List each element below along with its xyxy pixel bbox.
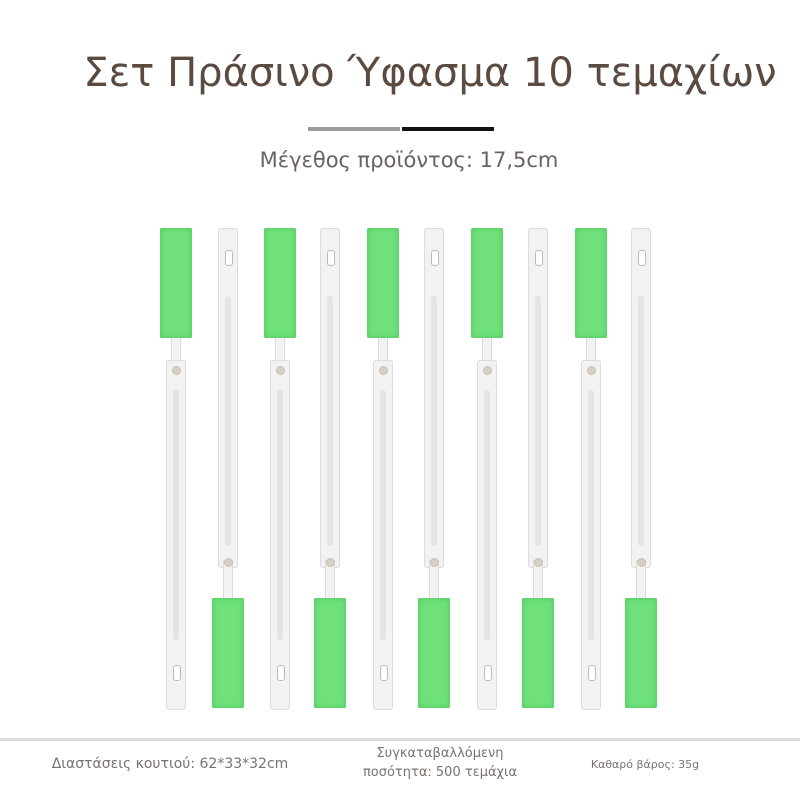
hanging-hole-icon: [638, 250, 646, 266]
stick-groove: [225, 296, 231, 546]
divider-gray: [308, 127, 400, 131]
hanging-hole-icon: [173, 665, 181, 681]
stick-groove: [173, 390, 179, 640]
stick-groove: [588, 390, 594, 640]
hanging-hole-icon: [484, 665, 492, 681]
green-sponge: [264, 228, 296, 338]
green-sponge: [522, 598, 554, 708]
stick-groove: [380, 390, 386, 640]
stick-groove: [277, 390, 283, 640]
box-size: Διαστάσεις κουτιού: 62*33*32cm: [51, 756, 289, 772]
stick-groove: [535, 296, 541, 546]
net-weight: Καθαρό βάρος: 35g: [590, 758, 700, 771]
hanging-hole-icon: [327, 250, 335, 266]
stick-groove: [431, 296, 437, 546]
divider-black: [402, 127, 494, 131]
rivet-icon: [483, 366, 492, 375]
hanging-hole-icon: [277, 665, 285, 681]
footer-divider: [0, 738, 800, 741]
rivet-icon: [172, 366, 181, 375]
hanging-hole-icon: [535, 250, 543, 266]
hanging-hole-icon: [225, 250, 233, 266]
rivet-icon: [430, 558, 439, 567]
hanging-hole-icon: [431, 250, 439, 266]
rivet-icon: [276, 366, 285, 375]
green-sponge: [575, 228, 607, 338]
rivet-icon: [587, 366, 596, 375]
green-sponge: [160, 228, 192, 338]
rivet-icon: [224, 558, 233, 567]
rivet-icon: [379, 366, 388, 375]
stick-groove: [484, 390, 490, 640]
green-sponge: [367, 228, 399, 338]
stick-groove: [327, 296, 333, 546]
green-sponge: [314, 598, 346, 708]
rivet-icon: [326, 558, 335, 567]
quantity-line1: Συγκαταβαλλόμενη: [376, 746, 504, 761]
rivet-icon: [637, 558, 646, 567]
rivet-icon: [534, 558, 543, 567]
stick-groove: [638, 296, 644, 546]
hanging-hole-icon: [588, 665, 596, 681]
quantity-line2: ποσότητα: 500 τεμάχια: [362, 765, 518, 780]
green-sponge: [471, 228, 503, 338]
hanging-hole-icon: [380, 665, 388, 681]
green-sponge: [625, 598, 657, 708]
green-sponge: [212, 598, 244, 708]
quantity: Συγκαταβαλλόμενη ποσότητα: 500 τεμάχια: [330, 744, 550, 782]
product-size: Μέγεθος προϊόντος: 17,5cm: [259, 148, 559, 172]
green-sponge: [418, 598, 450, 708]
page-title: Σετ Πράσινο Ύφασμα 10 τεμαχίων: [83, 50, 777, 96]
